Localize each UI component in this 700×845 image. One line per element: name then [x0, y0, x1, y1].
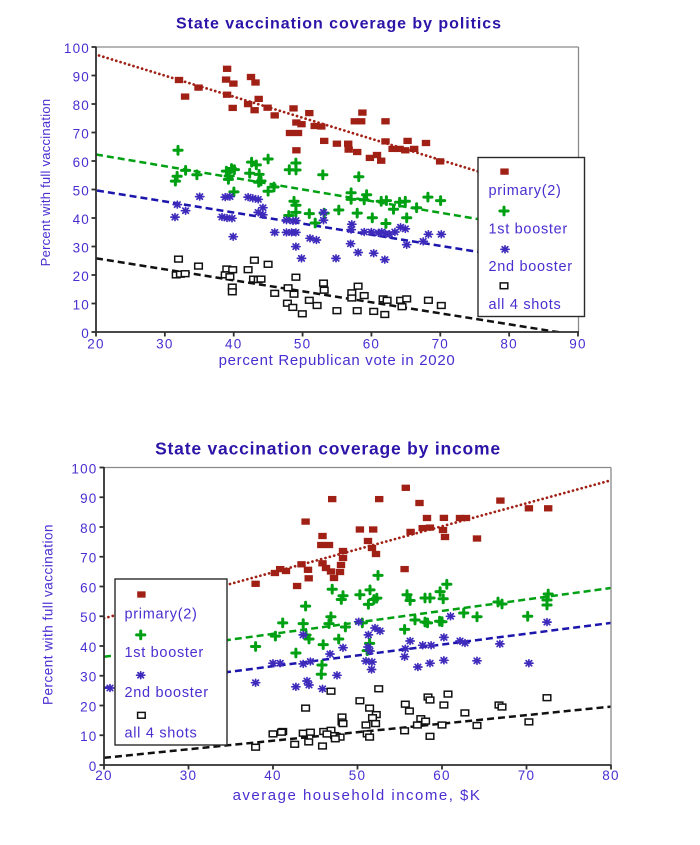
- svg-text:40: 40: [225, 337, 242, 352]
- svg-text:70: 70: [432, 337, 449, 352]
- svg-text:90: 90: [80, 491, 97, 506]
- svg-text:70: 70: [73, 126, 90, 141]
- svg-text:40: 40: [264, 768, 281, 783]
- svg-text:percent Republican vote in 202: percent Republican vote in 2020: [219, 352, 456, 369]
- svg-text:60: 60: [433, 768, 450, 783]
- svg-text:60: 60: [80, 580, 97, 595]
- svg-text:70: 70: [518, 768, 535, 783]
- svg-text:80: 80: [73, 98, 90, 113]
- svg-text:Percent with full vaccination: Percent with full vaccination: [38, 99, 53, 267]
- svg-text:80: 80: [80, 521, 97, 536]
- svg-text:20: 20: [73, 269, 90, 284]
- svg-text:100: 100: [71, 461, 97, 476]
- svg-text:1st booster: 1st booster: [125, 645, 204, 661]
- svg-text:100: 100: [64, 41, 90, 56]
- svg-text:0: 0: [81, 326, 90, 341]
- svg-text:all 4 shots: all 4 shots: [489, 297, 562, 313]
- svg-text:90: 90: [569, 337, 586, 352]
- svg-text:60: 60: [363, 337, 380, 352]
- svg-text:average household income, $K: average household income, $K: [233, 787, 482, 804]
- svg-text:0: 0: [89, 759, 98, 774]
- svg-text:Percent with full vaccination: Percent with full vaccination: [41, 524, 56, 705]
- svg-text:1st booster: 1st booster: [489, 222, 568, 238]
- svg-text:all 4 shots: all 4 shots: [125, 726, 198, 742]
- svg-text:10: 10: [80, 729, 97, 744]
- svg-text:50: 50: [73, 183, 90, 198]
- svg-text:20: 20: [80, 699, 97, 714]
- svg-text:20: 20: [87, 337, 104, 352]
- svg-text:10: 10: [73, 297, 90, 312]
- svg-text:40: 40: [73, 212, 90, 227]
- svg-text:50: 50: [294, 337, 311, 352]
- svg-text:60: 60: [73, 155, 90, 170]
- svg-text:primary(2): primary(2): [125, 607, 198, 623]
- svg-text:30: 30: [180, 768, 197, 783]
- svg-text:80: 80: [602, 768, 619, 783]
- svg-text:2nd booster: 2nd booster: [125, 685, 209, 701]
- svg-text:20: 20: [95, 768, 112, 783]
- svg-text:70: 70: [80, 551, 97, 566]
- svg-text:50: 50: [349, 768, 366, 783]
- svg-text:State vaccination coverage by: State vaccination coverage by income: [155, 439, 501, 459]
- svg-text:80: 80: [500, 337, 517, 352]
- svg-text:30: 30: [80, 670, 97, 685]
- svg-text:30: 30: [73, 240, 90, 255]
- svg-text:State vaccination coverage by: State vaccination coverage by politics: [176, 16, 502, 33]
- svg-text:2nd booster: 2nd booster: [489, 259, 573, 275]
- svg-text:50: 50: [80, 610, 97, 625]
- svg-text:30: 30: [156, 337, 173, 352]
- svg-text:90: 90: [73, 69, 90, 84]
- svg-text:40: 40: [80, 640, 97, 655]
- svg-text:primary(2): primary(2): [489, 183, 562, 199]
